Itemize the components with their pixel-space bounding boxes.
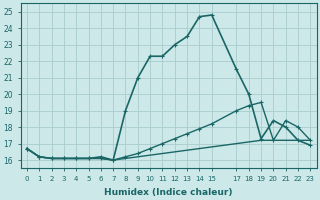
X-axis label: Humidex (Indice chaleur): Humidex (Indice chaleur): [104, 188, 233, 197]
